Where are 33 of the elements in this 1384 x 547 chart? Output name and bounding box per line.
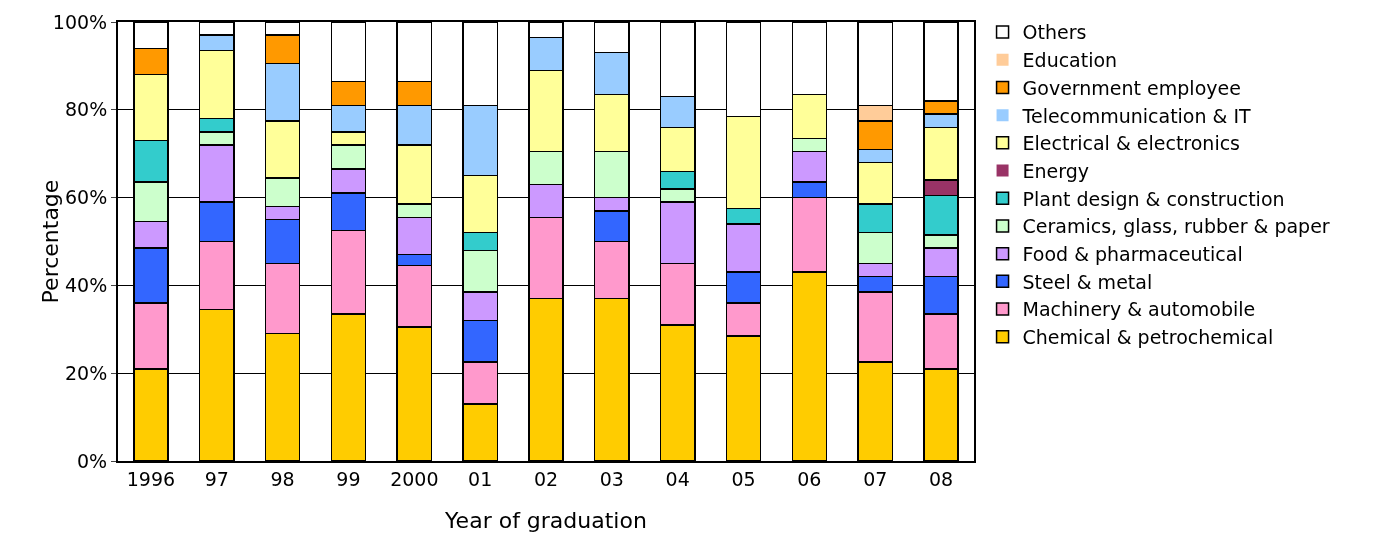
legend-label: Steel & metal xyxy=(1022,270,1153,293)
legend-label: Others xyxy=(1022,21,1087,44)
x-tick-label: 1996 xyxy=(126,467,176,490)
x-tick-label: 99 xyxy=(336,467,361,490)
legend-label: Plant design & construction xyxy=(1022,187,1285,210)
legend-label: Machinery & automobile xyxy=(1022,298,1256,321)
y-tick-label: 100% xyxy=(52,10,108,33)
legend-label: Education xyxy=(1022,49,1118,72)
x-tick-label: 04 xyxy=(665,467,690,490)
x-tick-label: 02 xyxy=(533,467,559,490)
x-tick-label: 06 xyxy=(797,467,822,490)
x-tick-label: 01 xyxy=(468,467,493,490)
y-tick-label: 40% xyxy=(64,274,108,297)
x-tick-label: 98 xyxy=(270,467,295,490)
x-tick-label: 05 xyxy=(731,467,756,490)
x-tick-label: 97 xyxy=(204,467,229,490)
legend-label: Electrical & electronics xyxy=(1022,132,1241,155)
x-tick-label: 03 xyxy=(599,467,624,490)
legend-label: Ceramics, glass, rubber & paper xyxy=(1022,215,1330,238)
legend-label: Telecommunication & IT xyxy=(1021,104,1252,127)
x-tick-label: 08 xyxy=(928,467,954,490)
x-tick-label: 07 xyxy=(863,467,888,490)
y-tick-label: 60% xyxy=(64,186,108,209)
x-axis-title: Year of graduation xyxy=(444,508,647,534)
legend-label: Chemical & petrochemical xyxy=(1022,326,1274,349)
y-tick-label: 80% xyxy=(64,98,108,121)
y-axis-title: Percentage xyxy=(37,179,63,304)
legend-label: Government employee xyxy=(1022,76,1241,99)
y-tick-label: 0% xyxy=(77,449,108,472)
y-tick-label: 20% xyxy=(64,361,108,384)
legend-label: Energy xyxy=(1022,159,1090,182)
legend-label: Food & pharmaceutical xyxy=(1022,243,1243,266)
x-tick-label: 2000 xyxy=(390,467,439,490)
